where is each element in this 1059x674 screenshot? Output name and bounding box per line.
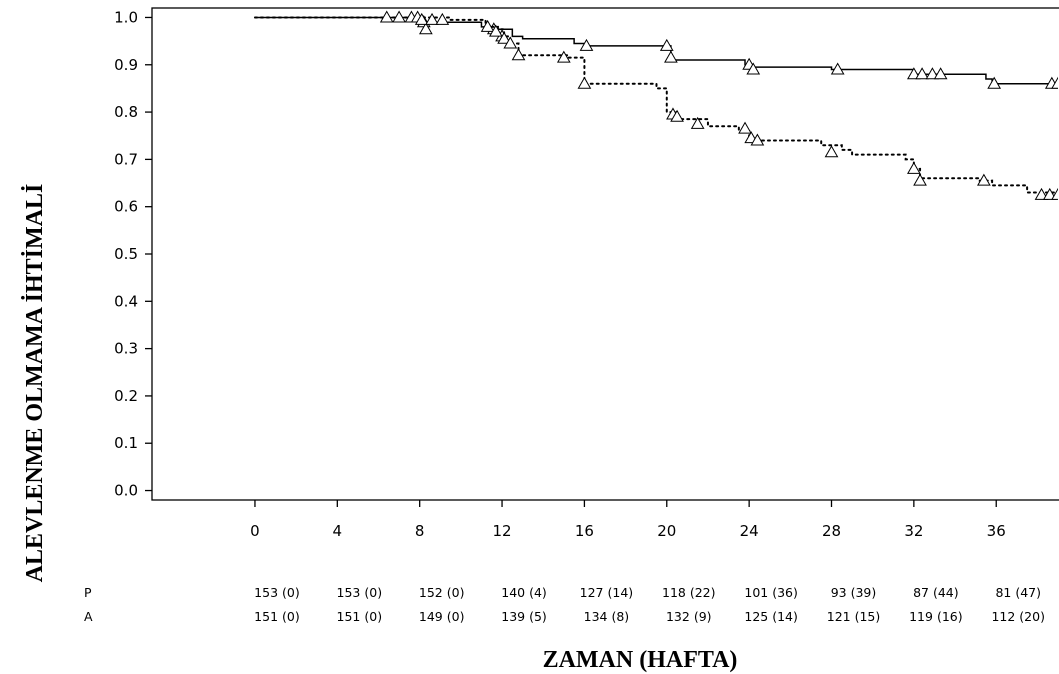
y-tick-label: 0.2	[114, 387, 138, 405]
x-tick-label: 20	[657, 522, 676, 540]
risk-value: 127 (14)	[580, 585, 634, 600]
series-group	[254, 15, 1058, 89]
y-tick-label: 0.3	[114, 340, 138, 358]
y-tick-label: 0.8	[114, 103, 138, 121]
censor-marker	[915, 67, 929, 80]
x-tick-label: 36	[987, 522, 1006, 540]
x-tick-label: 24	[740, 522, 759, 540]
x-axis-title: ZAMAN (HAFTA)	[543, 647, 738, 673]
censor-marker	[670, 109, 684, 122]
x-tick-label: 16	[575, 522, 594, 540]
y-tick-label: 0.5	[114, 245, 138, 263]
censor-marker	[1051, 187, 1058, 200]
censor-marker	[577, 76, 592, 89]
y-axis: 0.0 0.1 0.2 0.3 0.4 0.5 0.6 0.7 0.8 0.9 1.0	[114, 8, 152, 500]
risk-value: 93 (39)	[831, 585, 877, 600]
risk-row-label: A	[84, 609, 93, 624]
censor-marker	[933, 67, 948, 80]
risk-value: 112 (20)	[991, 609, 1045, 624]
x-tick-label: 12	[492, 522, 511, 540]
censor-marker	[497, 31, 511, 44]
censor-marker	[480, 19, 495, 32]
number-at-risk-table: P 153 (0) 153 (0) 152 (0) 140 (4) 127 (14) 118…	[84, 585, 1045, 624]
y-tick-label: 0.4	[114, 292, 138, 310]
censor-marker	[1042, 187, 1057, 200]
risk-value: 87 (44)	[913, 585, 959, 600]
censor-marker	[907, 67, 921, 80]
risk-value: 149 (0)	[419, 609, 465, 624]
censor-marker	[392, 10, 406, 23]
censor-marker	[977, 173, 991, 186]
censor-marker	[830, 62, 845, 75]
risk-value: 152 (0)	[419, 585, 465, 600]
censor-marker	[907, 161, 921, 174]
censor-marker	[379, 10, 394, 23]
y-tick-label: 0.0	[114, 482, 138, 500]
y-axis-title: ALEVLENME OLMAMA İHTİMALİ	[22, 184, 48, 583]
censor-marker	[659, 38, 674, 51]
censor-marker	[750, 133, 765, 146]
censor-marker	[738, 121, 752, 134]
risk-row-label: P	[84, 585, 92, 600]
censor-marker	[511, 48, 526, 61]
risk-value: 139 (5)	[501, 609, 547, 624]
censor-marker	[746, 62, 761, 75]
x-axis: 0 4 8 12 16 20 24 28 32 36	[250, 500, 1006, 540]
censor-marker	[664, 50, 678, 63]
risk-value: 125 (14)	[744, 609, 798, 624]
x-tick-label: 4	[333, 522, 343, 540]
risk-value: 101 (36)	[744, 585, 798, 600]
y-tick-label: 1.0	[114, 8, 138, 26]
risk-value: 151 (0)	[337, 609, 383, 624]
risk-value: 153 (0)	[337, 585, 383, 600]
censor-marker	[425, 12, 439, 25]
censor-marker	[925, 67, 940, 80]
censor-marker	[1034, 187, 1049, 200]
plot-area-frame	[151, 7, 1059, 501]
risk-value: 119 (16)	[909, 609, 963, 624]
y-tick-label: 0.9	[114, 56, 138, 74]
censor-marker	[503, 36, 518, 49]
y-tick-label: 0.6	[114, 198, 138, 216]
censor-marker	[556, 50, 571, 63]
y-tick-label: 0.7	[114, 150, 138, 168]
x-tick-label: 8	[415, 522, 425, 540]
censor-marker	[414, 12, 429, 25]
x-tick-label: 28	[822, 522, 841, 540]
x-tick-label: 32	[904, 522, 923, 540]
survival-curves	[253, 10, 1058, 200]
risk-value: 151 (0)	[254, 609, 300, 624]
censor-marker	[987, 76, 1002, 89]
risk-value: 121 (15)	[827, 609, 881, 624]
risk-value: 81 (47)	[995, 585, 1041, 600]
risk-value: 140 (4)	[501, 585, 547, 600]
survival-curve	[253, 16, 1058, 194]
censor-marker	[913, 173, 927, 186]
risk-value: 153 (0)	[254, 585, 300, 600]
risk-value: 134 (8)	[584, 609, 630, 624]
x-tick-label: 0	[250, 522, 260, 540]
censor-marker	[435, 12, 450, 25]
risk-value: 132 (9)	[666, 609, 712, 624]
series-group	[253, 10, 1058, 200]
censor-marker	[579, 38, 594, 51]
y-tick-label: 0.1	[114, 434, 138, 452]
censor-marker	[489, 24, 503, 37]
censor-marker	[824, 145, 839, 158]
censor-marker	[1051, 76, 1058, 89]
risk-value: 118 (22)	[662, 585, 716, 600]
censor-marker	[690, 116, 705, 129]
censor-marker	[418, 22, 433, 35]
